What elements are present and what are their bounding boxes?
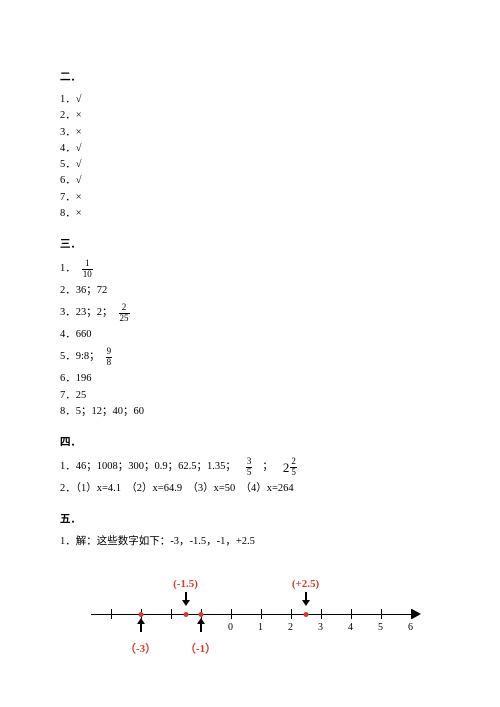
plot-point	[198, 612, 203, 617]
frac-den: 25	[119, 313, 130, 323]
s2-item: 6．√	[60, 173, 445, 189]
fraction-icon: 1 10	[82, 259, 93, 279]
section-3-title: 三．	[60, 236, 445, 251]
section-4-title: 四．	[60, 434, 445, 449]
s2-item: 5．√	[60, 157, 445, 173]
s3-q5: 5．9:8； 9 8	[60, 347, 445, 367]
tick-mark	[111, 609, 112, 619]
tick-label: 0	[228, 622, 233, 633]
s3-q6: 6．196	[60, 371, 445, 387]
tick-mark	[321, 609, 322, 619]
frac-den: 8	[106, 357, 113, 367]
tick-mark	[351, 609, 352, 619]
tick-label: 1	[258, 622, 263, 633]
s4-q1: 1．46；1008；300；0.9；62.5；1.35； 3 5 ； 2 2 5	[60, 457, 445, 477]
number-line-diagram: 0 1 2 3 4 5 6 （-3） (-1.5) （-1） (+2.5)	[83, 568, 423, 658]
arrow-down-icon	[185, 592, 187, 604]
frac-num: 9	[106, 347, 113, 356]
arrow-right-icon	[412, 609, 421, 619]
plot-point	[138, 612, 143, 617]
tick-label: 6	[408, 622, 413, 633]
s4-q1-prefix: 1．46；1008；300；0.9；62.5；1.35；	[60, 462, 236, 473]
frac-den: 10	[82, 269, 93, 279]
s3-q2: 2．36；72	[60, 283, 445, 299]
arrow-down-icon	[305, 592, 307, 604]
tick-mark	[171, 609, 172, 619]
fraction-icon: 9 8	[106, 347, 113, 367]
arrow-down-icon	[140, 620, 142, 632]
tick-mark	[291, 609, 292, 619]
s2-item: 4．√	[60, 141, 445, 157]
arrow-down-icon	[200, 620, 202, 632]
tick-mark	[261, 609, 262, 619]
s2-item: 2．×	[60, 108, 445, 124]
plot-point	[183, 612, 188, 617]
s4-q2: 2．（1）x=4.1 （2）x=64.9 （3）x=50 （4）x=264	[60, 481, 445, 497]
tick-label: 5	[378, 622, 383, 633]
s3-q5-prefix: 5．9:8；	[60, 352, 100, 363]
frac-num: 2	[121, 303, 128, 312]
tick-label: 4	[348, 622, 353, 633]
mixed-fraction-icon: 2 2 5	[283, 457, 297, 477]
point-label: （-3）	[125, 640, 156, 656]
plot-point	[303, 612, 308, 617]
frac-num: 3	[246, 457, 253, 466]
tick-mark	[411, 609, 412, 619]
frac-num: 1	[84, 259, 91, 268]
point-label: (-1.5)	[173, 578, 198, 590]
tick-label: 2	[288, 622, 293, 633]
mixed-int: 2	[283, 461, 290, 474]
s3-q8: 8．5；12；40；60	[60, 404, 445, 420]
frac-den: 5	[290, 467, 297, 477]
point-label: (+2.5)	[292, 578, 319, 590]
s3-q7: 7．25	[60, 388, 445, 404]
s3-q1: 1． 1 10	[60, 259, 445, 279]
s2-item: 7．×	[60, 190, 445, 206]
fraction-icon: 2 25	[119, 303, 130, 323]
section-5-title: 五．	[60, 511, 445, 526]
s4-q1-sep: ；	[262, 462, 273, 473]
tick-label: 3	[318, 622, 323, 633]
fraction-icon: 3 5	[246, 457, 253, 477]
s2-item: 3．×	[60, 125, 445, 141]
s2-item: 8．×	[60, 206, 445, 222]
frac-den: 5	[246, 467, 253, 477]
s2-item: 1．√	[60, 92, 445, 108]
section-2-title: 二．	[60, 69, 445, 84]
s3-q3: 3．23；2； 2 25	[60, 303, 445, 323]
s3-q1-prefix: 1．	[60, 264, 76, 275]
point-label: （-1）	[185, 640, 216, 656]
frac-num: 2	[290, 457, 297, 466]
tick-mark	[231, 609, 232, 619]
fraction-icon: 2 5	[290, 457, 297, 477]
s3-q4: 4．660	[60, 327, 445, 343]
s3-q3-prefix: 3．23；2；	[60, 308, 113, 319]
s5-q1: 1．解：这些数字如下：-3，-1.5，-1，+2.5	[60, 534, 445, 550]
tick-mark	[381, 609, 382, 619]
